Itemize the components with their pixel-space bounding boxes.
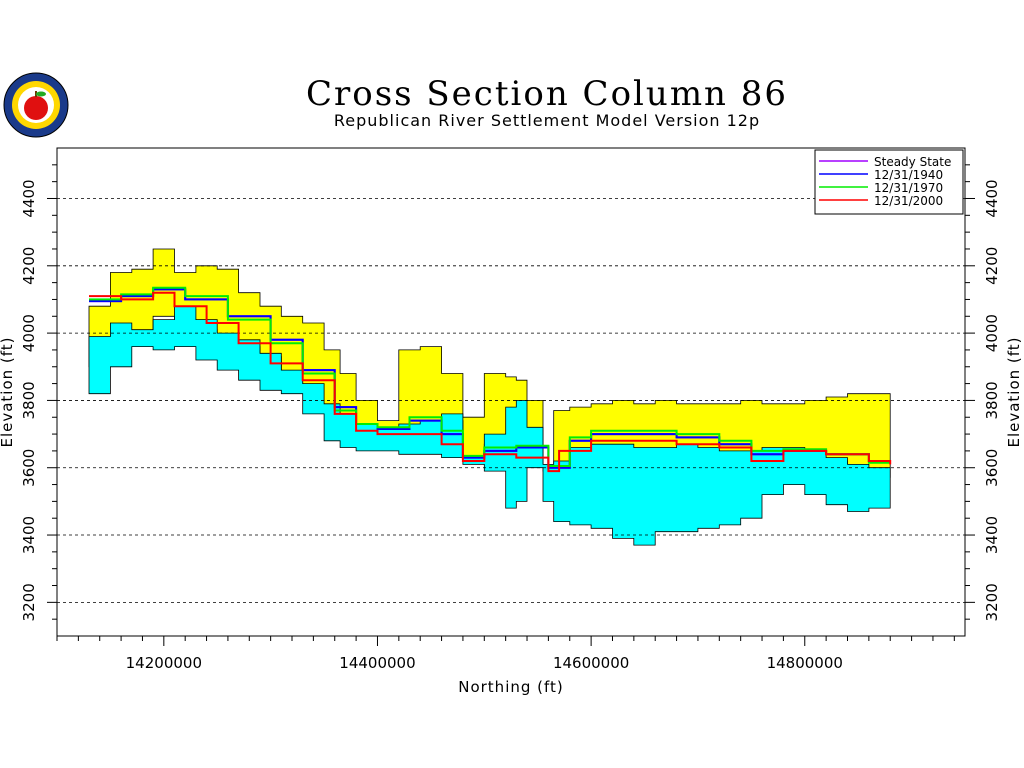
legend-label: 12/31/1970 <box>874 181 943 195</box>
plot-frame <box>56 147 966 637</box>
y-tick-label-left: 3400 <box>20 516 38 554</box>
chart-subtitle: Republican River Settlement Model Versio… <box>333 111 761 130</box>
y-tick-label-right: 4200 <box>983 247 1001 285</box>
y-tick-label-left: 4400 <box>20 179 38 217</box>
x-tick-label: 14400000 <box>339 654 415 672</box>
legend: Steady State12/31/194012/31/197012/31/20… <box>814 149 964 215</box>
x-tick-label: 14200000 <box>126 654 202 672</box>
x-tick-label: 14800000 <box>767 654 843 672</box>
gridlines <box>57 198 965 603</box>
y-axis-label-right: Elevation (ft) <box>1005 336 1023 447</box>
layers-group <box>88 248 891 546</box>
y-tick-label-right: 4400 <box>983 179 1001 217</box>
seal-logo <box>3 72 69 138</box>
y-tick-label-left: 4200 <box>20 247 38 285</box>
y-tick-label-left: 3200 <box>20 583 38 621</box>
y-tick-label-right: 3600 <box>983 449 1001 487</box>
y-tick-label-left: 3800 <box>20 381 38 419</box>
axes: 14200000 14400000 14600000 14800000 3200 3200… <box>0 164 1023 696</box>
y-axis-label-left: Elevation (ft) <box>0 336 16 447</box>
series-group <box>89 286 892 473</box>
x-tick-label: 14600000 <box>553 654 629 672</box>
chart-title: Cross Section Column 86 <box>305 74 789 114</box>
legend-label: Steady State <box>874 155 951 169</box>
y-tick-label-right: 3800 <box>983 381 1001 419</box>
y-tick-label-right: 3400 <box>983 516 1001 554</box>
y-tick-label-right: 3200 <box>983 583 1001 621</box>
y-tick-label-left: 4000 <box>20 314 38 352</box>
legend-label: 12/31/2000 <box>874 194 943 208</box>
y-tick-label-right: 4000 <box>983 314 1001 352</box>
x-axis-label: Northing (ft) <box>458 678 564 696</box>
legend-label: 12/31/1940 <box>874 168 943 182</box>
y-tick-label-left: 3600 <box>20 449 38 487</box>
series-line-3 <box>89 291 892 473</box>
